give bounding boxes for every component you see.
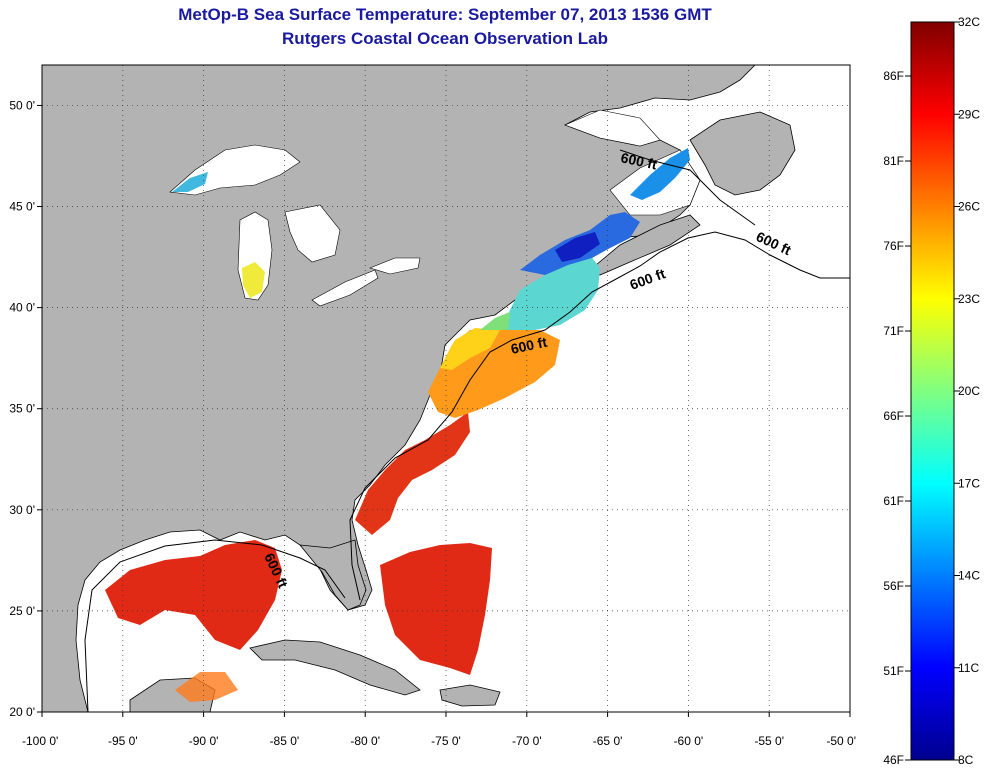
colorbar-c-label-8: 8C [958, 753, 974, 767]
land-nova-scotia [589, 214, 701, 276]
colorbar-c-label-4: 20C [958, 384, 980, 398]
lon-tick-label-5: -75 0' [431, 734, 461, 748]
land-hispaniola [439, 684, 501, 707]
colorbar-c-label-6: 14C [958, 569, 980, 583]
lat-tick-label-3: 35 0' [9, 402, 35, 416]
longitude-ticks: -100 0' -95 0' -90 0' -85 0' -80 0' -75 0' -70… [22, 712, 856, 748]
land-cuba [249, 639, 421, 696]
isobath-600ft-atlantic [349, 231, 850, 601]
colorbar-f-label-1: 81F [883, 154, 904, 168]
colorbar-f-label-6: 56F [883, 579, 904, 593]
colorbar-celsius-labels: 32C 29C 26C 23C 20C 17C 14C 11C 8C [954, 15, 980, 767]
latitude-ticks: 50 0' 45 0' 40 0' 35 0' 30 0' 25 0' 20 0' [9, 98, 42, 719]
colorbar-c-label-0: 32C [958, 15, 980, 29]
isobath-600ft-gulf [84, 539, 346, 712]
lon-tick-label-0: -100 0' [22, 734, 58, 748]
sst-lake-michigan [242, 262, 265, 298]
lon-tick-label-8: -60 0' [674, 734, 704, 748]
land-florida [299, 539, 367, 611]
lat-tick-label-5: 25 0' [9, 604, 35, 618]
colorbar-f-label-8: 46F [883, 753, 904, 767]
lon-tick-label-4: -80 0' [350, 734, 380, 748]
colorbar-f-label-3: 71F [883, 324, 904, 338]
lake-erie [311, 269, 379, 307]
sst-gulf-of-mexico [105, 540, 282, 650]
colorbar-c-label-2: 26C [958, 200, 980, 214]
lat-tick-label-0: 50 0' [9, 98, 35, 112]
colorbar-f-label-0: 86F [883, 69, 904, 83]
lat-tick-label-4: 30 0' [9, 503, 35, 517]
colorbar-c-label-7: 11C [958, 661, 979, 675]
colorbar-c-label-5: 17C [958, 476, 980, 490]
sst-st-lawrence [630, 148, 690, 200]
lake-huron [284, 204, 341, 263]
title-line-2: Rutgers Coastal Ocean Observation Lab [282, 29, 608, 48]
lat-tick-label-6: 20 0' [9, 705, 35, 719]
colorbar-f-label-2: 76F [883, 239, 904, 253]
isobath-600ft-stlawrence [619, 149, 756, 226]
sst-gulf-of-maine [500, 255, 600, 330]
hudson-bay-edge [564, 109, 661, 147]
sst-green-shelf [480, 312, 510, 330]
colorbar-f-label-7: 51F [883, 664, 904, 678]
lon-tick-label-3: -85 0' [270, 734, 300, 748]
contour-label-4: 600 ft [509, 334, 548, 357]
lon-tick-label-6: -70 0' [512, 734, 542, 748]
colorbar-f-label-5: 61F [883, 494, 904, 508]
title-line-1: MetOp-B Sea Surface Temperature: Septemb… [178, 5, 712, 24]
lat-tick-label-1: 45 0' [9, 200, 35, 214]
sst-gulf-orange-edge [175, 672, 238, 702]
colorbar-c-label-1: 29C [958, 107, 980, 121]
land-newfoundland [689, 111, 796, 196]
lon-tick-label-9: -55 0' [754, 734, 784, 748]
colorbar [910, 21, 955, 761]
colorbar-fahrenheit-labels: 86F 81F 76F 71F 66F 61F 56F 51F 46F [883, 69, 911, 767]
colorbar-f-label-4: 66F [883, 409, 904, 423]
lat-tick-label-2: 40 0' [9, 301, 35, 315]
lon-tick-label-7: -65 0' [593, 734, 623, 748]
sst-mid-atlantic-yellow [440, 328, 500, 370]
lake-ontario [369, 257, 421, 275]
sst-south-atlantic-bight [355, 412, 470, 535]
sst-lake-superior-west [172, 172, 208, 192]
sst-bay-of-fundy [555, 232, 600, 262]
sst-bahamas [380, 543, 492, 675]
colorbar-c-label-3: 23C [958, 292, 980, 306]
lon-tick-label-1: -95 0' [108, 734, 138, 748]
lon-tick-label-10: -50 0' [826, 734, 856, 748]
lon-tick-label-2: -90 0' [189, 734, 219, 748]
contour-label-1: 600 ft [619, 149, 658, 172]
